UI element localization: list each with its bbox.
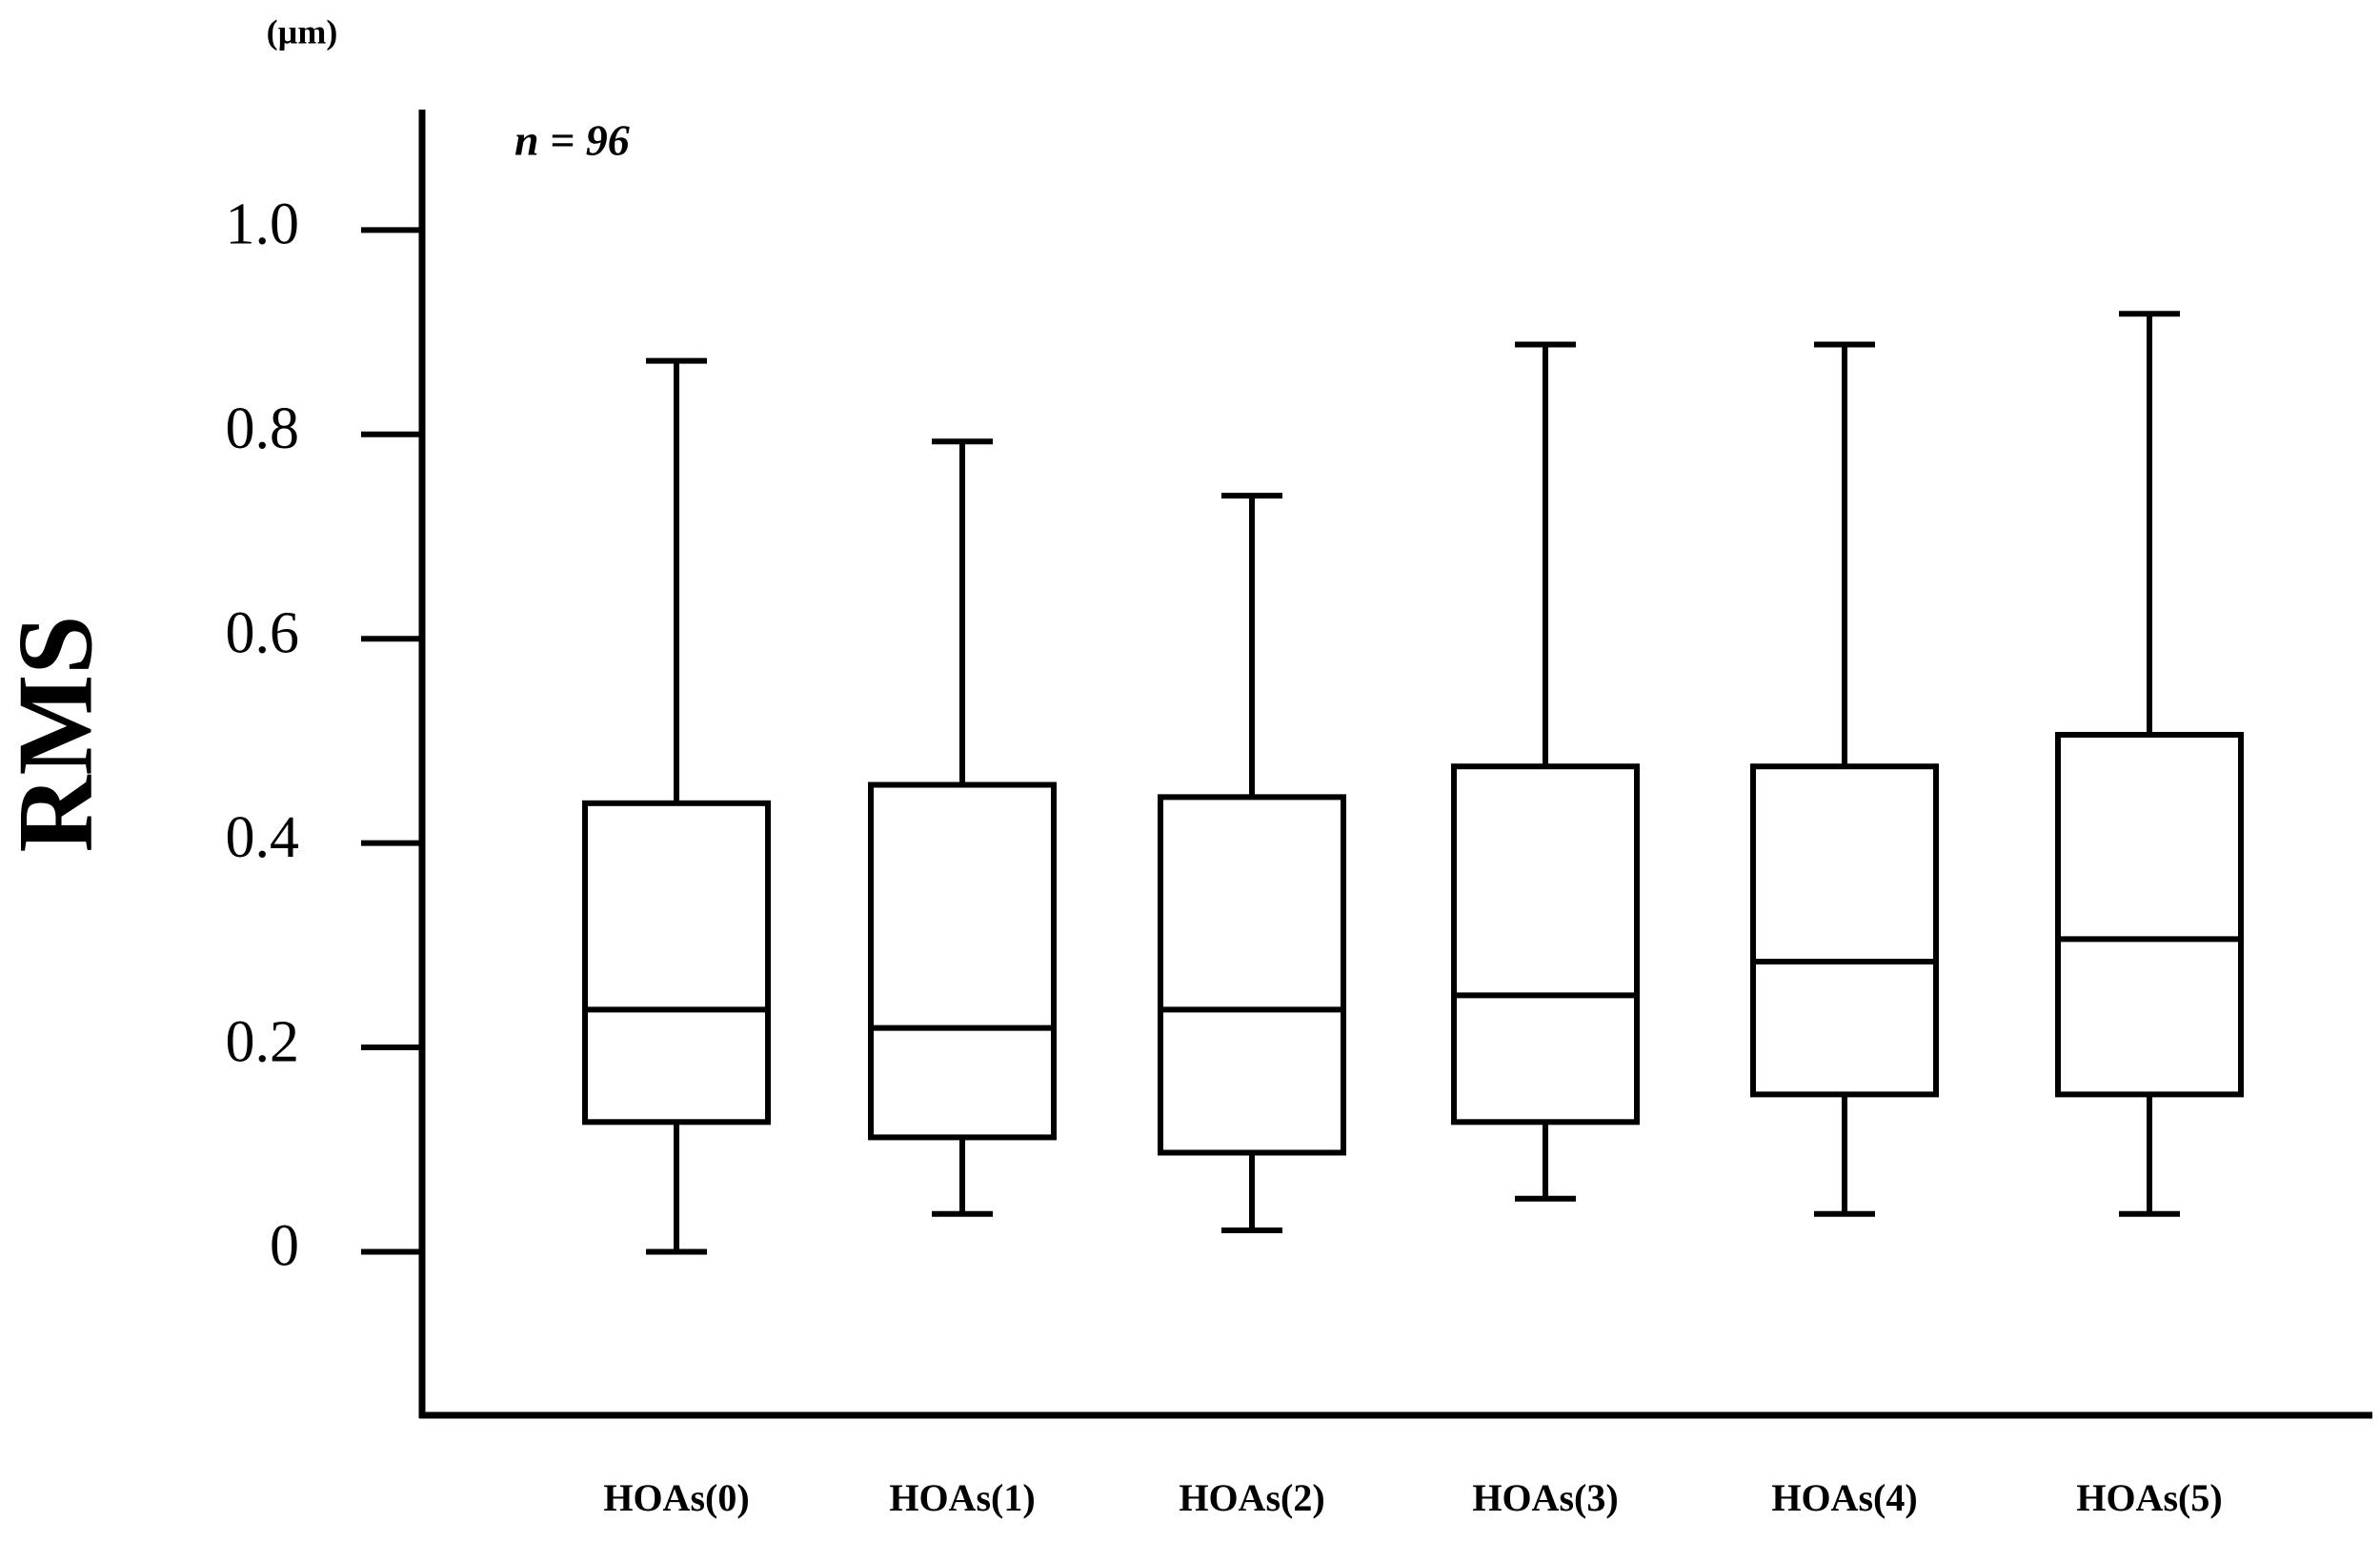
unit-label: (µm) xyxy=(267,12,338,51)
x-tick-label: HOAs(1) xyxy=(889,1476,1035,1519)
box xyxy=(1750,763,1939,1098)
y-tick-label: 0.8 xyxy=(226,396,300,461)
box xyxy=(1158,794,1346,1156)
x-tick-label: HOAs(4) xyxy=(1771,1476,1917,1519)
y-tick-label: 0.2 xyxy=(226,1009,300,1074)
x-tick-label: HOAs(0) xyxy=(603,1476,749,1519)
x-tick-label: HOAs(3) xyxy=(1472,1476,1618,1519)
box xyxy=(868,781,1057,1141)
y-tick-label: 0 xyxy=(270,1214,299,1279)
box xyxy=(582,800,771,1126)
y-tick-label: 0.4 xyxy=(226,805,300,870)
y-axis-label: RMS xyxy=(0,616,115,853)
annotation: n = 96 xyxy=(514,116,630,165)
y-tick-label: 1.0 xyxy=(226,193,300,257)
x-tick-label: HOAs(2) xyxy=(1179,1476,1324,1519)
box xyxy=(1451,763,1640,1126)
y-tick-label: 0.6 xyxy=(226,600,300,665)
x-tick-label: HOAs(5) xyxy=(2076,1476,2222,1519)
box xyxy=(2055,731,2244,1098)
